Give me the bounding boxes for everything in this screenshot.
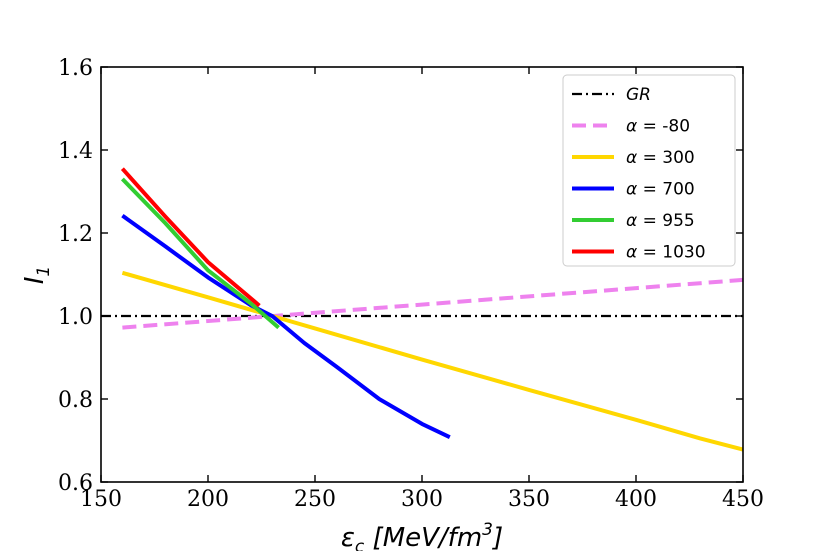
y-axis-title: I1 <box>20 266 54 285</box>
x-tick-label: 250 <box>294 487 336 512</box>
legend-label-1: α = -80 <box>626 117 690 137</box>
series-line-1 <box>122 277 744 330</box>
y-tick-label: 0.8 <box>58 388 93 413</box>
x-tick-label: 400 <box>615 487 657 512</box>
legend: GR α = -80 α = 300 α = 700 α = 955 α = 1030 <box>562 74 736 267</box>
legend-label-3: α = 700 <box>626 180 695 200</box>
x-tick-label: 200 <box>187 487 229 512</box>
legend-label-5: α = 1030 <box>626 243 706 263</box>
y-tick-label: 1.6 <box>58 56 93 81</box>
series-layer <box>101 167 744 452</box>
series-line-5 <box>120 167 261 308</box>
legend-label-0: GR <box>626 85 651 105</box>
x-axis-title: εc [MeV/fm3] <box>341 520 503 551</box>
series-line-3 <box>121 213 451 440</box>
legend-label-2: α = 300 <box>626 148 695 168</box>
y-tick-label: 1.4 <box>58 139 93 164</box>
x-tick-label: 350 <box>508 487 550 512</box>
series-line-4 <box>120 177 280 330</box>
legend-label-4: α = 955 <box>626 211 695 231</box>
x-tick-label: 450 <box>722 487 764 512</box>
x-tick-label: 300 <box>401 487 443 512</box>
y-tick-label: 1.0 <box>58 305 93 330</box>
y-tick-label: 1.2 <box>58 222 93 247</box>
series-line-2 <box>121 270 744 452</box>
ticks-layer: 150 200 250 300 350 400 450 0.6 0.8 1.0 1.2 1.4 1.6 <box>58 56 764 512</box>
x-tick-label: 150 <box>80 487 122 512</box>
y-tick-label: 0.6 <box>58 471 93 496</box>
